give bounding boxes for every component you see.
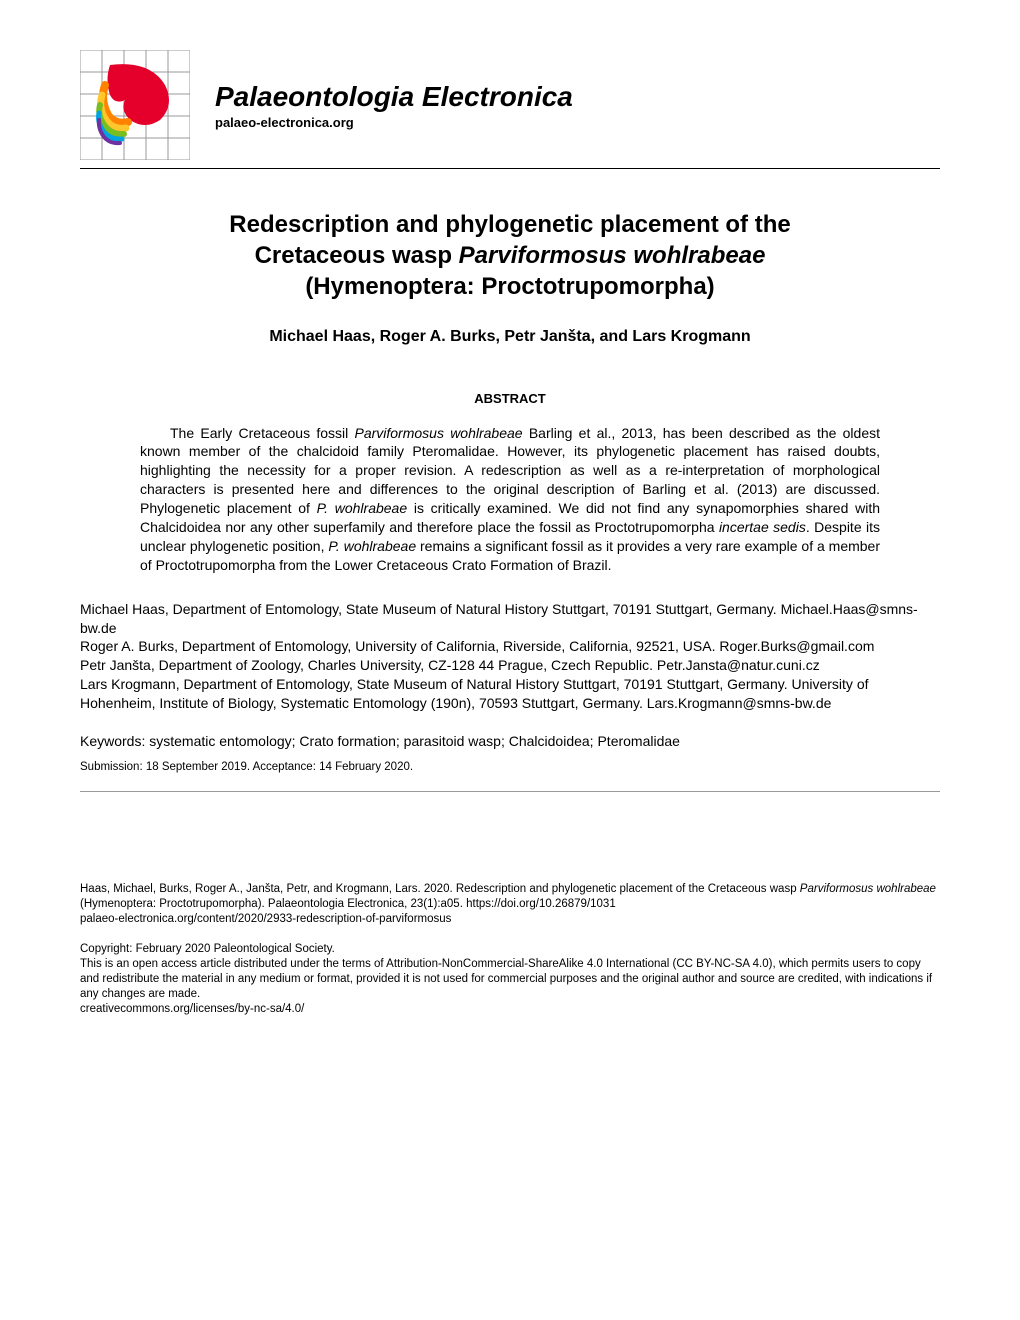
mid-divider <box>80 791 940 792</box>
affiliation-1: Michael Haas, Department of Entomology, … <box>80 600 940 638</box>
affiliation-4: Lars Krogmann, Department of Entomology,… <box>80 675 940 713</box>
journal-logo <box>80 50 190 160</box>
header-divider <box>80 168 940 169</box>
journal-info: Palaeontologia Electronica palaeo-electr… <box>215 81 940 130</box>
abstract-text: The Early Cretaceous fossil Parviformosu… <box>140 424 880 575</box>
author-affiliations: Michael Haas, Department of Entomology, … <box>80 600 940 713</box>
citation: Haas, Michael, Burks, Roger A., Janšta, … <box>80 882 940 927</box>
affiliation-2: Roger A. Burks, Department of Entomology… <box>80 637 940 656</box>
journal-header: Palaeontologia Electronica palaeo-electr… <box>80 50 940 160</box>
abstract-heading: ABSTRACT <box>80 391 940 406</box>
keywords: Keywords: systematic entomology; Crato f… <box>80 733 940 749</box>
authors-list: Michael Haas, Roger A. Burks, Petr Janšt… <box>80 328 940 346</box>
affiliation-3: Petr Janšta, Department of Zoology, Char… <box>80 656 940 675</box>
submission-dates: Submission: 18 September 2019. Acceptanc… <box>80 761 940 773</box>
copyright: Copyright: February 2020 Paleontological… <box>80 942 940 1017</box>
journal-url: palaeo-electronica.org <box>215 115 940 130</box>
article-title: Redescription and phylogenetic placement… <box>80 209 940 303</box>
journal-title: Palaeontologia Electronica <box>215 81 940 113</box>
